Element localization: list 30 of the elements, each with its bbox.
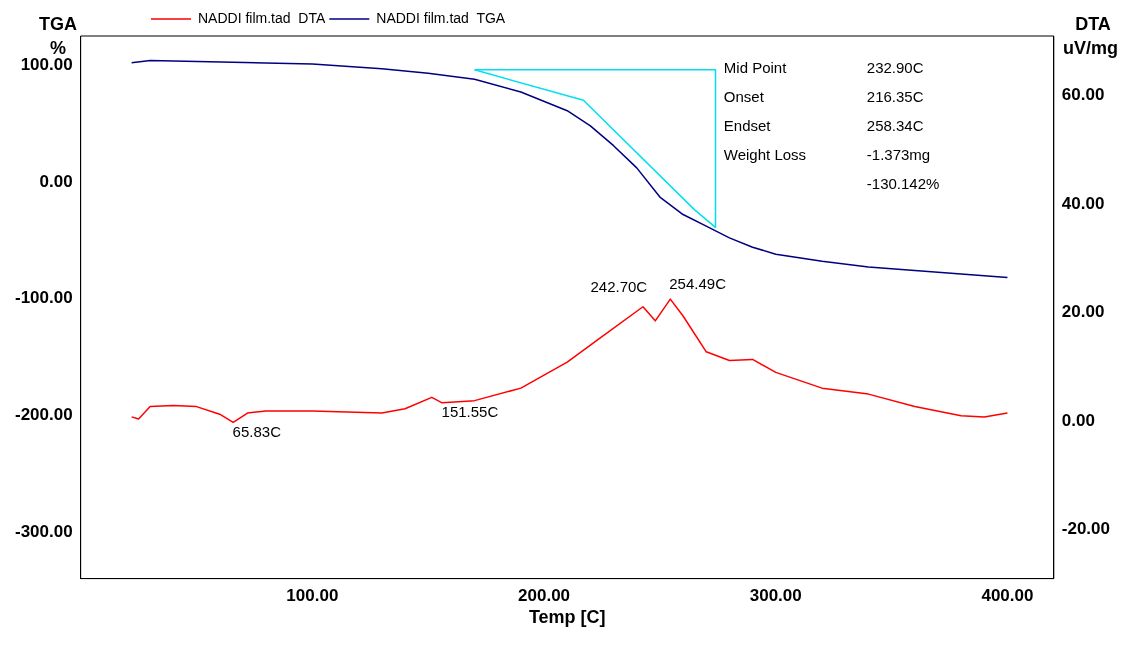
- annotation: 254.49C: [669, 275, 727, 293]
- annotation: 258.34C: [866, 117, 924, 135]
- annotation: 65.83C: [232, 422, 282, 440]
- annotation: 151.55C: [441, 403, 499, 421]
- y2-axis-title: DTA uV/mg: [1062, 13, 1118, 58]
- annotation: -130.142%: [866, 175, 940, 193]
- x-tick-label: 200.00: [518, 586, 571, 606]
- y-tick-label: 0.00: [39, 171, 73, 191]
- x-tick-label: 400.00: [981, 586, 1034, 606]
- annotation: Weight Loss: [723, 146, 807, 164]
- x-axis-title: Temp [C]: [528, 606, 606, 627]
- annotation: 242.70C: [590, 278, 648, 296]
- y-tick-label: -200.00: [14, 404, 73, 424]
- y-tick-label: -100.00: [14, 288, 73, 308]
- y2-tick-label: 20.00: [1061, 302, 1105, 322]
- annotation: 232.90C: [866, 59, 924, 77]
- legend-label: NADDI film.tad DTA: [198, 9, 326, 26]
- y2-tick-label: -20.00: [1061, 519, 1110, 539]
- x-tick-label: 100.00: [286, 586, 339, 606]
- annotation: Endset: [723, 117, 772, 135]
- y2-tick-label: 60.00: [1061, 85, 1105, 105]
- annotation: Mid Point: [723, 59, 788, 77]
- annotation: -1.373mg: [866, 146, 931, 164]
- x-tick-label: 300.00: [749, 586, 802, 606]
- y-tick-label: -300.00: [14, 521, 73, 541]
- annotation: 216.35C: [866, 88, 924, 106]
- legend-label: NADDI film.tad TGA: [376, 9, 506, 26]
- annotation: Onset: [723, 88, 765, 106]
- y2-tick-label: 40.00: [1061, 193, 1105, 213]
- y2-tick-label: 0.00: [1061, 410, 1095, 430]
